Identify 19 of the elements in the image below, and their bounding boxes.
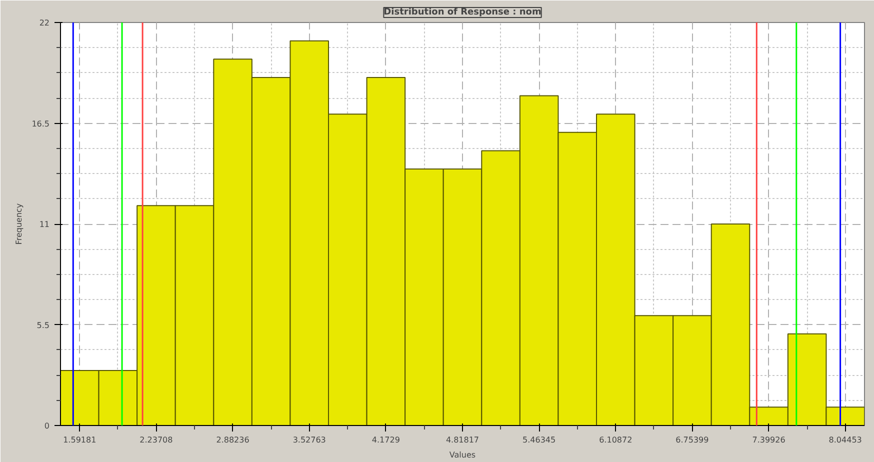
- x-tick-label: 6.75399: [676, 436, 709, 444]
- chart-title: Distribution of Response : nom: [384, 8, 542, 18]
- x-tick-label: 4.81817: [446, 436, 480, 444]
- x-tick-label: 5.46345: [522, 436, 556, 444]
- x-tick-label: 7.39926: [752, 436, 786, 444]
- x-tick-label: 2.23708: [140, 436, 173, 444]
- x-axis-title: Values: [449, 450, 476, 460]
- y-tick-label: 0: [44, 422, 50, 430]
- x-tick-label: 3.52763: [292, 436, 326, 444]
- x-tick-label: 8.04453: [828, 436, 862, 444]
- y-tick-label: 16.5: [32, 119, 50, 128]
- y-tick-label: 5.5: [36, 320, 50, 330]
- x-tick-label: 6.10872: [599, 436, 632, 444]
- x-tick-label: 1.59181: [63, 436, 96, 444]
- x-tick-label: 2.88236: [216, 436, 250, 444]
- y-tick-label: 22: [39, 18, 50, 28]
- y-tick-label: 11: [39, 220, 50, 229]
- x-tick-label: 4.1729: [372, 436, 400, 444]
- y-axis-title: Frequency: [14, 203, 24, 245]
